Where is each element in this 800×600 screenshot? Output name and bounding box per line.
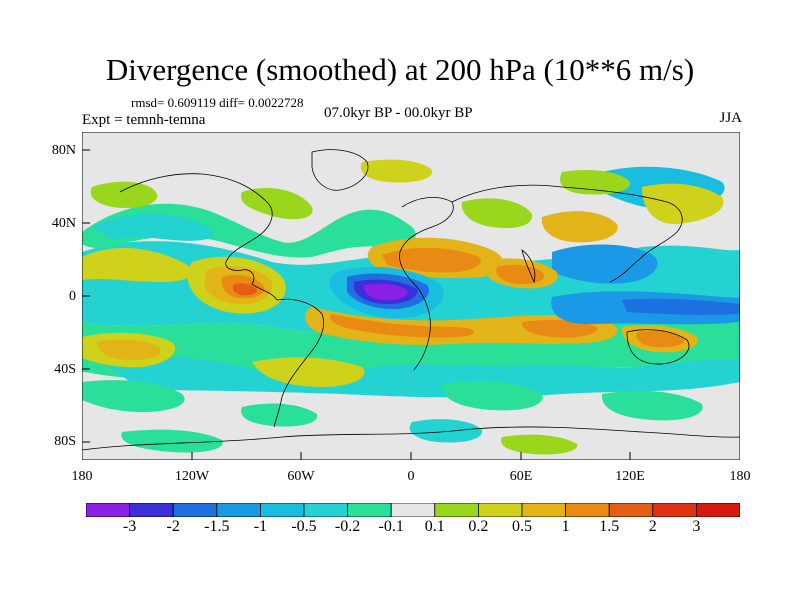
axis-ticks bbox=[82, 132, 740, 460]
contour-region bbox=[409, 419, 483, 443]
colorbar-swatch bbox=[86, 503, 130, 517]
contour-region bbox=[363, 283, 408, 301]
contour-region bbox=[541, 211, 618, 243]
contour-region bbox=[501, 434, 578, 455]
contour-region bbox=[241, 187, 313, 220]
colorbar-label: -1 bbox=[253, 518, 268, 535]
coastline-greenland bbox=[311, 149, 369, 191]
coastline-asia bbox=[451, 184, 683, 283]
season-label: JJA bbox=[719, 110, 742, 126]
colorbar-label: 2 bbox=[648, 518, 657, 535]
coastline-australia bbox=[626, 329, 690, 365]
contour-region bbox=[241, 403, 318, 427]
contour-region bbox=[82, 247, 193, 282]
contour-region bbox=[496, 264, 545, 285]
colorbar-label: -0.1 bbox=[378, 518, 404, 535]
colorbar-label: -0.2 bbox=[334, 518, 361, 535]
colorbar-label: -1.5 bbox=[204, 518, 230, 535]
contour-region bbox=[521, 319, 598, 338]
y-label-80n: 80N bbox=[51, 143, 76, 158]
colorbar-swatch bbox=[347, 503, 392, 517]
contour-region bbox=[360, 159, 433, 183]
contour-region bbox=[642, 183, 724, 225]
x-label-120w: 120W bbox=[174, 469, 210, 484]
colorbar-label: 0.5 bbox=[512, 518, 532, 535]
contour-region bbox=[102, 356, 740, 398]
y-label-40n: 40N bbox=[51, 216, 76, 231]
colorbar-swatch bbox=[303, 503, 348, 517]
colorbar-swatch bbox=[216, 503, 261, 517]
coastline-north-america bbox=[119, 173, 278, 301]
contour-region bbox=[330, 314, 475, 338]
colorbar-label: 0.1 bbox=[424, 518, 445, 535]
colorbar-label: 0.2 bbox=[468, 518, 489, 535]
colorbar-label: 3 bbox=[692, 518, 701, 535]
colorbar-swatch bbox=[477, 503, 523, 517]
contour-region bbox=[82, 380, 185, 412]
colorbar-swatch bbox=[172, 503, 218, 517]
colorbar-label: -2 bbox=[166, 518, 180, 535]
contour-region bbox=[232, 283, 257, 296]
x-label-60e: 60E bbox=[509, 469, 533, 484]
stats-text: rmsd= 0.609119 diff= 0.0022728 bbox=[131, 95, 304, 110]
contour-region bbox=[441, 380, 543, 411]
contour-region bbox=[97, 339, 161, 360]
contour-region bbox=[121, 429, 223, 453]
colorbar-swatch bbox=[521, 503, 566, 517]
contour-region bbox=[636, 330, 685, 348]
contour-region bbox=[601, 390, 703, 421]
x-label-180w: 180 bbox=[71, 469, 93, 484]
x-label-120e: 120E bbox=[615, 469, 645, 484]
contour-region bbox=[622, 298, 740, 315]
colorbar-swatch bbox=[696, 503, 740, 517]
colorbar bbox=[86, 503, 740, 517]
colorbar-swatch bbox=[129, 503, 174, 517]
x-label-0: 0 bbox=[407, 469, 415, 484]
colorbar-swatch bbox=[608, 503, 654, 517]
contour-fields bbox=[82, 159, 740, 455]
y-label-80s: 80S bbox=[54, 434, 76, 449]
period-text: 07.0kyr BP - 00.0kyr BP bbox=[324, 105, 473, 121]
colorbar-swatch bbox=[259, 503, 305, 517]
colorbar-label: -0.5 bbox=[291, 518, 317, 535]
x-label-180e: 180 bbox=[729, 469, 751, 484]
contour-region bbox=[252, 357, 365, 387]
colorbar-label: 1.5 bbox=[599, 518, 620, 535]
experiment-text: Expt = temnh-temna bbox=[82, 112, 206, 128]
colorbar-swatch bbox=[652, 503, 697, 517]
coastline-india bbox=[521, 249, 536, 284]
x-label-60w: 60W bbox=[287, 469, 315, 484]
contour-region bbox=[90, 181, 158, 208]
colorbar-swatch bbox=[434, 503, 479, 517]
contour-region bbox=[92, 213, 213, 241]
divergence-map bbox=[82, 132, 740, 460]
contour-region bbox=[382, 247, 481, 273]
contour-region bbox=[552, 244, 658, 284]
contour-region bbox=[305, 307, 618, 345]
plot-title: Divergence (smoothed) at 200 hPa (10**6 … bbox=[105, 52, 695, 87]
colorbar-swatch bbox=[565, 503, 610, 517]
coastline-antarctica bbox=[82, 426, 740, 451]
colorbar-label: 1 bbox=[561, 518, 570, 535]
y-label-eq: 0 bbox=[69, 289, 76, 304]
coastline-south-america bbox=[273, 298, 324, 428]
coastlines bbox=[82, 149, 740, 451]
contour-region bbox=[461, 198, 533, 229]
colorbar-label: -3 bbox=[122, 518, 137, 535]
colorbar-swatch bbox=[390, 503, 436, 517]
y-label-40s: 40S bbox=[54, 362, 76, 377]
